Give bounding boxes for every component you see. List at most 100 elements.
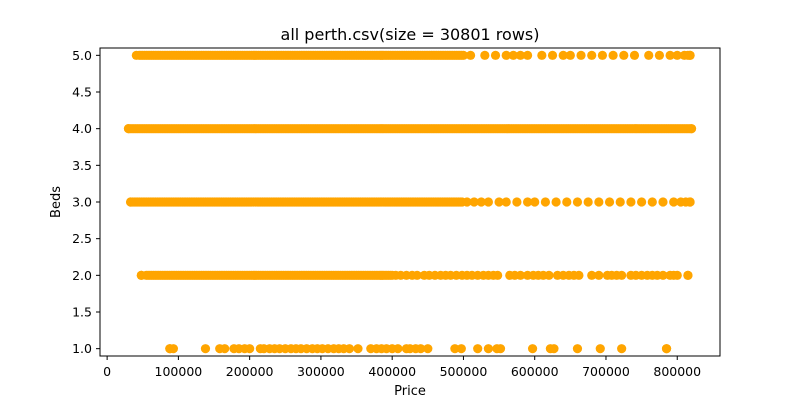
data-point [353, 344, 363, 354]
data-point [661, 344, 672, 354]
data-point [617, 270, 627, 280]
x-tick-label: 200000 [226, 364, 274, 379]
x-tick-label: 500000 [440, 364, 488, 379]
data-point [220, 344, 230, 354]
data-point [558, 50, 568, 60]
data-point [637, 197, 647, 207]
data-point [522, 197, 533, 207]
data-point [412, 270, 422, 280]
data-point [462, 197, 472, 207]
data-point [136, 270, 146, 280]
x-tick-label: 600000 [511, 364, 559, 379]
x-tick-label: 100000 [155, 364, 203, 379]
y-tick-label: 4.0 [72, 121, 92, 136]
data-point [547, 50, 558, 60]
data-point [654, 50, 665, 60]
y-tick-label: 1.0 [72, 341, 92, 356]
data-point [473, 344, 483, 354]
data-point [644, 50, 654, 60]
y-axis-ticks: 1.0 1.5 2.0 2.5 3.0 3.5 4.0 4.5 5.0 [72, 48, 100, 356]
data-point [493, 270, 503, 280]
data-point [458, 50, 469, 60]
y-tick-label: 5.0 [72, 48, 92, 63]
data-point [527, 344, 538, 354]
data-point [515, 50, 526, 60]
data-point [626, 197, 636, 207]
y-tick-label: 3.5 [72, 158, 92, 173]
data-point [480, 50, 490, 60]
data-point [587, 50, 597, 60]
y-tick-label: 2.0 [72, 268, 92, 283]
data-point [574, 270, 584, 280]
data-point [245, 344, 255, 354]
data-point [393, 344, 403, 354]
y-tick-label: 3.0 [72, 195, 92, 210]
data-points [123, 50, 697, 354]
data-point [685, 197, 695, 207]
x-axis-ticks: 0 100000 200000 300000 400000 500000 600000 700… [103, 356, 701, 379]
data-point [537, 50, 547, 60]
data-point [508, 50, 518, 60]
data-point [126, 197, 136, 207]
data-point [522, 50, 533, 60]
data-point [629, 50, 640, 60]
data-point [465, 50, 476, 60]
data-point [672, 50, 682, 60]
data-point [604, 197, 615, 207]
data-point [450, 344, 460, 354]
data-point [200, 344, 211, 354]
data-point [658, 270, 668, 280]
y-tick-label: 4.5 [72, 85, 92, 100]
data-point [608, 50, 618, 60]
x-tick-label: 700000 [582, 364, 630, 379]
data-point [490, 50, 501, 60]
data-point [165, 344, 175, 354]
data-point [131, 50, 141, 60]
chart-title: all perth.csv(size = 30801 rows) [281, 25, 540, 44]
data-point [456, 344, 466, 354]
x-axis-label: Price [394, 384, 426, 399]
data-point [583, 197, 593, 207]
y-tick-label: 1.5 [72, 305, 92, 320]
data-point [576, 50, 586, 60]
data-point [501, 197, 511, 207]
data-point [549, 344, 559, 354]
data-point [658, 197, 668, 207]
data-point [665, 50, 675, 60]
data-point [416, 344, 426, 354]
data-point [495, 344, 506, 354]
data-point [572, 344, 583, 354]
data-point [615, 197, 625, 207]
data-point [595, 344, 605, 354]
data-point [594, 197, 604, 207]
data-point [572, 197, 583, 207]
data-point [686, 124, 697, 134]
x-tick-label: 0 [103, 364, 111, 379]
data-point [587, 270, 597, 280]
data-point [565, 50, 575, 60]
x-tick-label: 300000 [297, 364, 345, 379]
data-point [619, 50, 629, 60]
data-point [483, 197, 493, 207]
data-point [476, 197, 486, 207]
data-point [515, 270, 526, 280]
data-point [494, 197, 504, 207]
data-point [683, 270, 693, 280]
data-point [617, 344, 627, 354]
data-point [647, 197, 657, 207]
data-point [544, 270, 554, 280]
data-point [483, 344, 493, 354]
data-point [423, 344, 433, 354]
data-point [562, 197, 572, 207]
data-point [530, 197, 540, 207]
data-point [672, 270, 682, 280]
y-tick-label: 2.5 [72, 231, 92, 246]
plot-frame [99, 47, 721, 357]
data-point [540, 197, 551, 207]
data-point [551, 197, 561, 207]
data-point [685, 50, 695, 60]
data-point [512, 197, 522, 207]
data-point [669, 197, 679, 207]
x-tick-label: 800000 [653, 364, 701, 379]
